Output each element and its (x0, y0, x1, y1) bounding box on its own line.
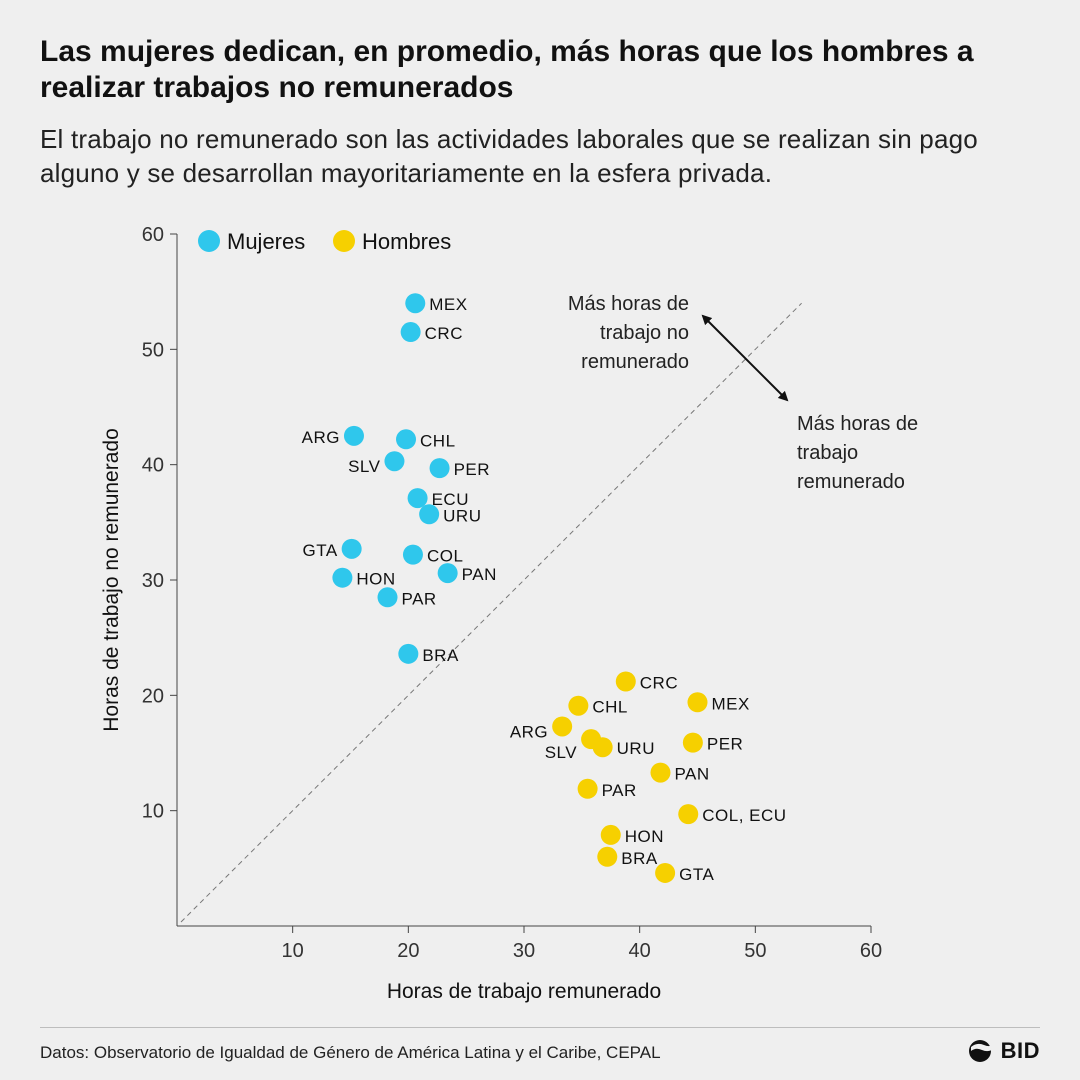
data-point (600, 824, 621, 845)
annotation-text: Más horas de trabajo remunerado (797, 413, 918, 493)
data-point (398, 643, 419, 664)
legend-label: Mujeres (227, 229, 305, 254)
data-point (343, 425, 364, 446)
legend-item-mujeres: Mujeres (198, 229, 305, 254)
point-label: BRA (422, 646, 459, 665)
data-point (650, 762, 671, 783)
y-tick-label: 20 (142, 685, 164, 707)
point-label: GTA (679, 865, 714, 884)
axes: 10 20 30 40 50 60 10 20 30 40 50 60 Horas de trabajo… (100, 224, 882, 1003)
point-label: PER (454, 460, 490, 479)
legend-label: Hombres (362, 229, 451, 254)
x-tick-label: 30 (513, 940, 535, 962)
footer-divider (40, 1027, 1040, 1028)
legend-item-hombres: Hombres (333, 229, 451, 254)
data-point (402, 544, 423, 565)
data-point (400, 322, 421, 343)
point-label: HON (356, 570, 395, 589)
bid-logo-icon (968, 1040, 995, 1062)
x-tick-label: 50 (744, 940, 766, 962)
series-hombres: CRC MEX CHL ARG SLV URU PER PAN PAR COL, ECU HON BR… (510, 671, 786, 884)
y-tick-label: 30 (142, 570, 164, 592)
data-point (377, 587, 398, 608)
data-point (341, 538, 362, 559)
point-label: PAN (674, 765, 709, 784)
x-tick-label: 60 (860, 940, 882, 962)
point-label: CRC (640, 673, 678, 692)
data-point (396, 429, 417, 450)
point-label: URU (617, 739, 655, 758)
data-point (429, 458, 450, 479)
point-label: MEX (429, 295, 467, 314)
point-label: SLV (545, 743, 578, 762)
point-label: BRA (621, 849, 658, 868)
point-label: CRC (425, 324, 463, 343)
point-label: PAN (462, 565, 497, 584)
data-point (384, 451, 405, 472)
data-point (577, 778, 598, 799)
x-tick-label: 20 (397, 940, 419, 962)
point-label: PAR (602, 781, 637, 800)
y-tick-label: 10 (142, 801, 164, 823)
logo-text: BID (1000, 1038, 1040, 1063)
bid-logo: BID (967, 1038, 1040, 1064)
annotations: Más horas de trabajo no remunerado Más hora… (568, 293, 918, 493)
x-tick-label: 40 (629, 940, 651, 962)
point-label: PER (707, 735, 743, 754)
point-label: URU (443, 506, 481, 525)
point-label: MEX (712, 694, 750, 713)
x-tick-label: 10 (282, 940, 304, 962)
data-source: Datos: Observatorio de Igualdad de Géner… (40, 1043, 661, 1062)
point-label: COL (427, 547, 463, 566)
data-point (687, 692, 708, 713)
point-label: SLV (348, 457, 381, 476)
direction-arrow (701, 314, 789, 402)
point-label: GTA (302, 541, 337, 560)
point-label: ARG (510, 722, 548, 741)
y-tick-label: 40 (142, 455, 164, 477)
point-label: CHL (420, 431, 456, 450)
y-axis-title: Horas de trabajo no remunerado (100, 428, 123, 732)
data-point (678, 804, 699, 825)
point-label: ECU (432, 490, 469, 509)
data-point (419, 504, 440, 525)
legend-swatch (198, 230, 220, 252)
point-label: COL, ECU (702, 806, 786, 825)
chart-subtitle: El trabajo no remunerado son las activid… (40, 124, 978, 188)
chart-title: Las mujeres dedican, en promedio, más ho… (40, 35, 974, 104)
data-point (682, 732, 703, 753)
y-tick-label: 50 (142, 339, 164, 361)
data-point (437, 563, 458, 584)
legend: Mujeres Hombres (198, 229, 451, 254)
data-point (592, 737, 613, 758)
data-point (568, 695, 589, 716)
data-point (405, 293, 426, 314)
annotation-text: Más horas de trabajo no remunerado (568, 293, 689, 373)
x-axis-title: Horas de trabajo remunerado (387, 980, 661, 1003)
scatter-chart: 10 20 30 40 50 60 10 20 30 40 50 60 Horas de trabajo… (100, 224, 918, 1003)
y-tick-label: 60 (142, 224, 164, 246)
data-point (655, 862, 676, 883)
legend-swatch (333, 230, 355, 252)
data-point (332, 567, 353, 588)
point-label: ARG (302, 428, 340, 447)
data-point (552, 716, 573, 737)
point-label: PAR (402, 589, 437, 608)
point-label: CHL (592, 698, 628, 717)
point-label: HON (625, 827, 664, 846)
data-point (597, 846, 618, 867)
diagonal-reference-line (180, 302, 802, 923)
data-point (407, 488, 428, 509)
data-point (615, 671, 636, 692)
